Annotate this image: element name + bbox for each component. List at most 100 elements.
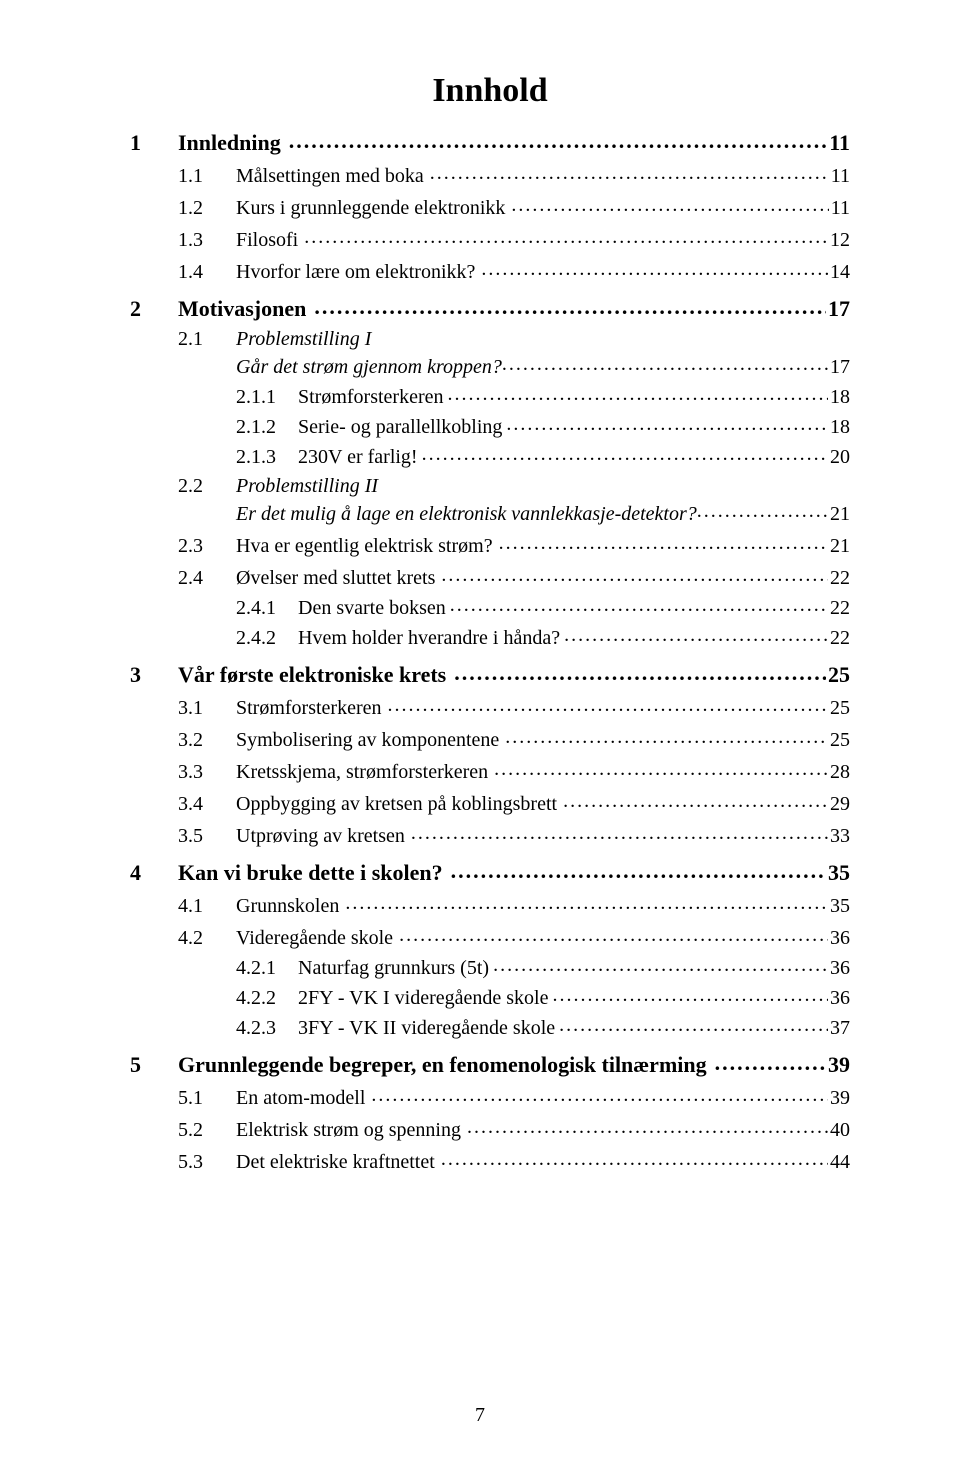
toc-leader-dots <box>697 500 828 520</box>
toc-entry-number: 3.4 <box>178 793 236 816</box>
toc-entry-page: 22 <box>828 627 850 650</box>
toc-entry-page: 21 <box>828 535 850 558</box>
toc-entry: 2.1.2Serie- og parallellkobling18 <box>130 413 850 439</box>
toc-entry-page: 17 <box>828 356 850 379</box>
toc-leader-dots <box>411 822 828 842</box>
toc-entry: 5.1En atom-modell 39 <box>130 1084 850 1110</box>
toc-entry-label: Kurs i grunnleggende elektronikk <box>236 197 505 220</box>
toc-entry-page: 33 <box>828 825 850 848</box>
toc-entry: 4.2.22FY - VK I videregående skole36 <box>130 984 850 1010</box>
toc-leader-dots <box>388 694 828 714</box>
toc-entry-page: 36 <box>828 957 850 980</box>
toc-entry-number: 4 <box>130 860 178 886</box>
toc-entry: 5.3Det elektriske kraftnettet44 <box>130 1148 850 1174</box>
toc-entry-number: 2.3 <box>178 535 236 558</box>
toc-leader-dots <box>505 726 828 746</box>
toc-entry-label: Motivasjonen <box>178 296 306 322</box>
toc-entry-label: Målsettingen med boka <box>236 165 424 188</box>
toc-leader-dots <box>467 1116 828 1136</box>
toc-entry: 3.4Oppbygging av kretsen på koblingsbret… <box>130 790 850 816</box>
toc-entry-label: 230V er farlig! <box>298 446 418 469</box>
toc-entry: 3.1Strømforsterkeren25 <box>130 694 850 720</box>
toc-leader-dots <box>506 413 828 433</box>
toc-entry: 4.1Grunnskolen35 <box>130 892 850 918</box>
toc-entry-label: Vår første elektroniske krets <box>178 662 446 688</box>
toc-entry-label: Elektrisk strøm og spenning <box>236 1119 461 1142</box>
toc-entry-label: Problemstilling I <box>236 328 371 351</box>
toc-entry-number: 4.1 <box>178 895 236 918</box>
toc-entry: 1.3Filosofi 12 <box>130 226 850 252</box>
toc-entry-label: En atom-modell <box>236 1087 365 1110</box>
toc-entry-number: 2.2 <box>178 475 236 498</box>
toc-entry-page: 14 <box>828 261 850 284</box>
toc-entry-label: Hva er egentlig elektrisk strøm? <box>236 535 493 558</box>
toc-entry-number: 3.5 <box>178 825 236 848</box>
toc-entry: 1.2Kurs i grunnleggende elektronikk 11 <box>130 194 850 220</box>
toc-container: 1Innledning11 1.1Målsettingen med boka11 1… <box>130 128 850 1174</box>
toc-leader-dots <box>481 258 828 278</box>
toc-entry-page: 18 <box>828 416 850 439</box>
toc-entry-page: 35 <box>826 860 850 886</box>
toc-entry: 2.4.2Hvem holder hverandre i hånda? 22 <box>130 624 850 650</box>
toc-entry-page: 44 <box>828 1151 850 1174</box>
page-number: 7 <box>0 1404 960 1427</box>
toc-entry-page: 25 <box>828 697 850 720</box>
toc-leader-dots <box>371 1084 828 1104</box>
toc-leader-dots <box>448 383 828 403</box>
toc-entry: 1.1Målsettingen med boka11 <box>130 162 850 188</box>
toc-entry: 2Motivasjonen17 <box>130 294 850 322</box>
toc-entry-page: 12 <box>828 229 850 252</box>
toc-entry-label: Symbolisering av komponentene <box>236 729 499 752</box>
toc-entry-page: 11 <box>829 197 850 220</box>
toc-leader-dots <box>499 532 828 552</box>
toc-entry-label: Grunnleggende begreper, en fenomenologis… <box>178 1052 707 1078</box>
toc-entry-number: 2.4.2 <box>236 627 298 650</box>
toc-entry-label: Filosofi <box>236 229 298 252</box>
toc-entry-label: Utprøving av kretsen <box>236 825 405 848</box>
toc-entry-page: 39 <box>828 1087 850 1110</box>
toc-entry: 2.1Problemstilling I <box>130 328 850 351</box>
toc-leader-dots <box>564 624 828 644</box>
toc-entry: 4.2.1Naturfag grunnkurs (5t) 36 <box>130 954 850 980</box>
toc-entry-label: Serie- og parallellkobling <box>298 416 502 439</box>
toc-entry-number: 1.2 <box>178 197 236 220</box>
toc-entry-page: 36 <box>828 987 850 1010</box>
toc-leader-dots <box>430 162 829 182</box>
toc-entry-label: Kan vi bruke dette i skolen? <box>178 860 443 886</box>
toc-entry-number: 2.1 <box>178 328 236 351</box>
toc-entry-label: Naturfag grunnkurs (5t) <box>298 957 489 980</box>
toc-entry: 1Innledning11 <box>130 128 850 156</box>
toc-entry-number: 1 <box>130 130 178 156</box>
toc-entry: 4.2.33FY - VK II videregående skole37 <box>130 1014 850 1040</box>
toc-entry-page: 37 <box>828 1017 850 1040</box>
toc-entry: 2.1.3230V er farlig!20 <box>130 443 850 469</box>
toc-leader-dots <box>399 924 828 944</box>
toc-leader-dots <box>493 954 828 974</box>
toc-entry: 2.1.1Strømforsterkeren18 <box>130 383 850 409</box>
toc-entry-number: 1.3 <box>178 229 236 252</box>
toc-entry-number: 4.2.1 <box>236 957 298 980</box>
toc-entry: 3.5Utprøving av kretsen 33 <box>130 822 850 848</box>
toc-entry-label: Hvem holder hverandre i hånda? <box>298 627 560 650</box>
toc-entry: 2.3Hva er egentlig elektrisk strøm? 21 <box>130 532 850 558</box>
toc-entry-page: 18 <box>828 386 850 409</box>
toc-entry-label: Det elektriske kraftnettet <box>236 1151 435 1174</box>
toc-leader-dots <box>314 294 826 316</box>
page: Innhold 1Innledning11 1.1Målsettingen med… <box>0 0 960 1467</box>
toc-leader-dots <box>304 226 828 246</box>
toc-entry-number: 1.4 <box>178 261 236 284</box>
toc-leader-dots <box>559 1014 828 1034</box>
toc-entry-page: 20 <box>828 446 850 469</box>
toc-entry-number: 2.4.1 <box>236 597 298 620</box>
toc-leader-dots <box>511 194 828 214</box>
toc-entry: 4Kan vi bruke dette i skolen? 35 <box>130 858 850 886</box>
toc-entry: 2.2Problemstilling II <box>130 475 850 498</box>
toc-leader-dots <box>345 892 828 912</box>
toc-title: Innhold <box>130 72 850 110</box>
toc-entry-number: 5.1 <box>178 1087 236 1110</box>
toc-entry-page: 25 <box>826 662 850 688</box>
toc-entry-continuation: Går det strøm gjennom kroppen?17 <box>130 353 850 379</box>
toc-entry: 3Vår første elektroniske krets25 <box>130 660 850 688</box>
toc-entry: 5Grunnleggende begreper, en fenomenologi… <box>130 1050 850 1078</box>
toc-entry-label: 2FY - VK I videregående skole <box>298 987 549 1010</box>
